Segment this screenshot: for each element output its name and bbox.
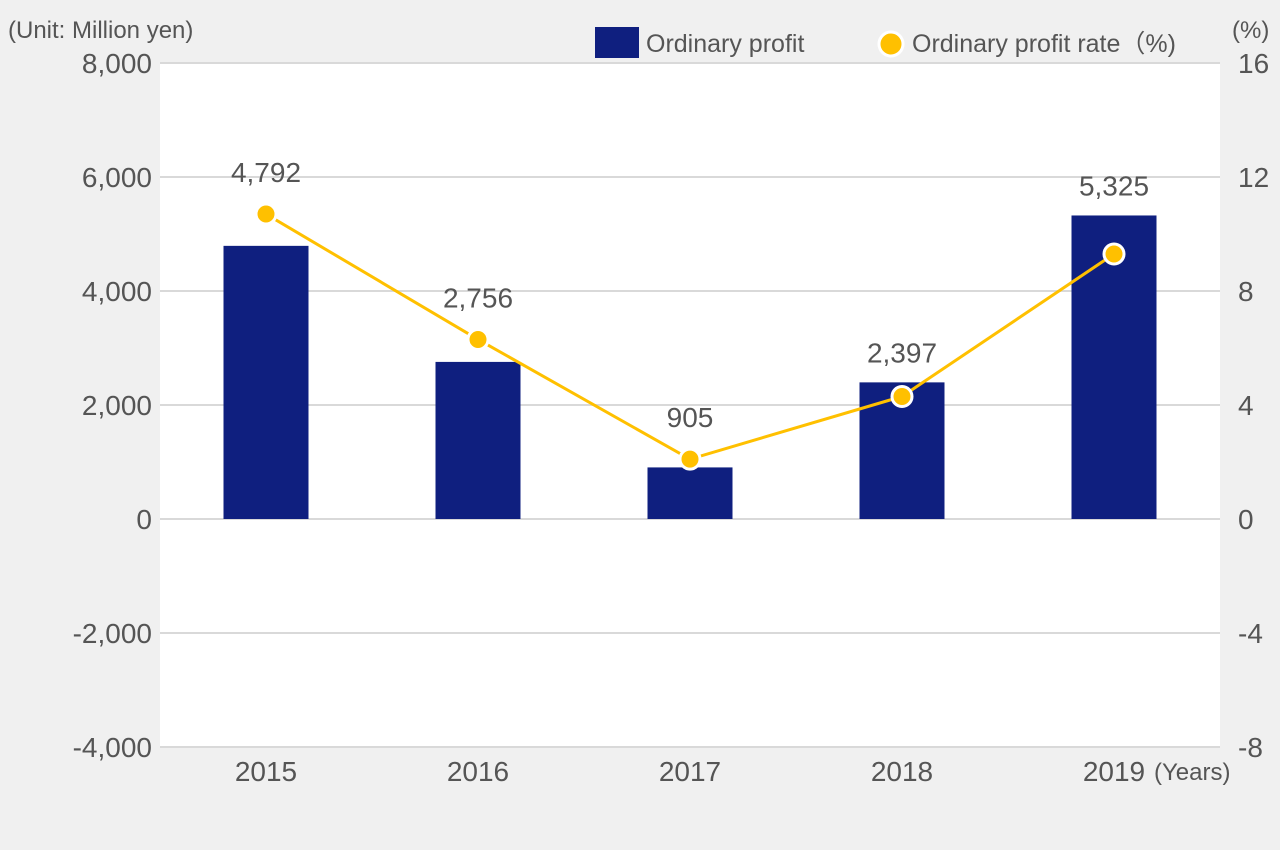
left-tick-label: -2,000 bbox=[73, 618, 152, 649]
left-tick-label: 2,000 bbox=[82, 390, 152, 421]
left-tick-label: 8,000 bbox=[82, 48, 152, 79]
rate-point-2019 bbox=[1102, 242, 1126, 266]
right-axis-unit: (%) bbox=[1232, 17, 1269, 44]
data-labels: 4,792 2,756 905 2,397 5,325 bbox=[231, 157, 1149, 433]
legend-line-swatch bbox=[877, 30, 905, 58]
data-label: 2,756 bbox=[443, 282, 513, 313]
legend-line-label: Ordinary profit rate（%) bbox=[912, 30, 1176, 58]
rate-point-2017 bbox=[678, 447, 702, 471]
legend: Ordinary profit Ordinary profit rate（%) bbox=[595, 27, 1176, 58]
legend-bar-label: Ordinary profit bbox=[646, 30, 804, 58]
data-label: 905 bbox=[667, 402, 714, 433]
left-tick-label: 6,000 bbox=[82, 162, 152, 193]
data-label: 5,325 bbox=[1079, 170, 1149, 201]
x-tick-label: 2015 bbox=[235, 756, 297, 787]
x-tick-label: 2016 bbox=[447, 756, 509, 787]
gridlines bbox=[160, 62, 1220, 748]
rate-line-series bbox=[254, 202, 1126, 471]
right-tick-label: -4 bbox=[1238, 618, 1263, 649]
x-tick-label: 2018 bbox=[871, 756, 933, 787]
bar-2016 bbox=[435, 361, 521, 519]
right-axis-ticks: 16 12 8 4 0 -4 -8 bbox=[1238, 48, 1269, 763]
x-tick-label: 2019 bbox=[1083, 756, 1145, 787]
right-tick-label: 4 bbox=[1238, 390, 1254, 421]
x-axis-ticks: 2015 2016 2017 2018 2019 bbox=[235, 756, 1145, 787]
right-tick-label: 16 bbox=[1238, 48, 1269, 79]
right-tick-label: 8 bbox=[1238, 276, 1254, 307]
bar-2017 bbox=[647, 467, 733, 519]
data-label: 4,792 bbox=[231, 157, 301, 188]
bars bbox=[223, 215, 1157, 519]
left-tick-label: 4,000 bbox=[82, 276, 152, 307]
rate-point-2018 bbox=[890, 384, 914, 408]
data-label: 2,397 bbox=[867, 337, 937, 368]
right-tick-label: 0 bbox=[1238, 504, 1254, 535]
right-tick-label: -8 bbox=[1238, 732, 1263, 763]
legend-bar-swatch bbox=[595, 27, 639, 58]
left-axis-unit: (Unit: Million yen) bbox=[8, 17, 193, 44]
left-tick-label: 0 bbox=[136, 504, 152, 535]
x-axis-suffix: (Years) bbox=[1154, 759, 1230, 786]
bar-2015 bbox=[223, 245, 309, 519]
left-tick-label: -4,000 bbox=[73, 732, 152, 763]
bar-2019 bbox=[1071, 215, 1157, 519]
x-tick-label: 2017 bbox=[659, 756, 721, 787]
right-tick-label: 12 bbox=[1238, 162, 1269, 193]
rate-point-2016 bbox=[466, 327, 490, 351]
left-axis-ticks: 8,000 6,000 4,000 2,000 0 -2,000 -4,000 bbox=[73, 48, 152, 763]
rate-point-2015 bbox=[254, 202, 278, 226]
